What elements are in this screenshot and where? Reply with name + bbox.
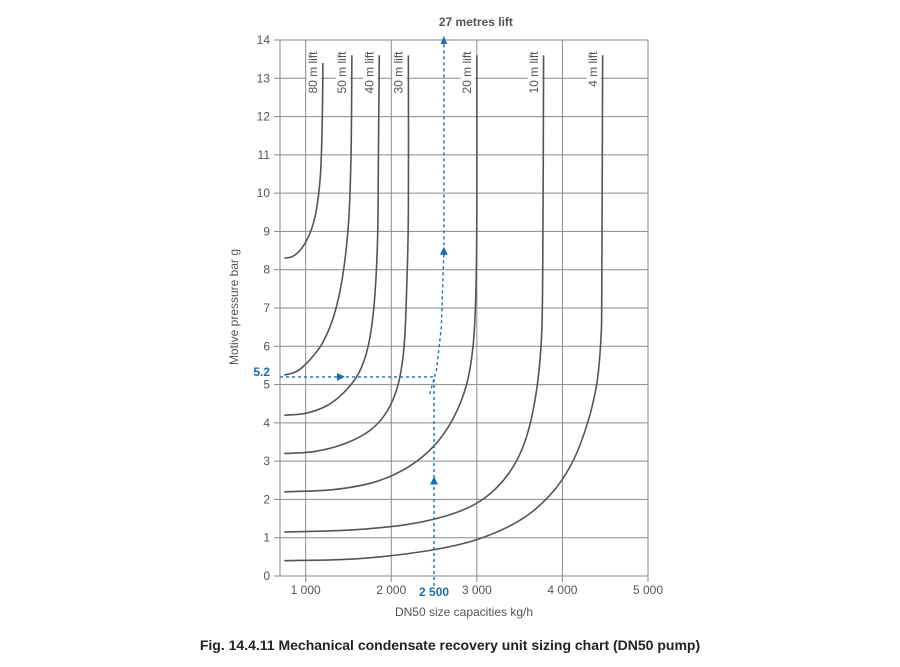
y-tick-label: 11 <box>258 148 271 162</box>
lift-interpolation-line <box>429 35 448 395</box>
arrow-up-marker <box>439 246 448 255</box>
y-tick-label: 8 <box>263 263 270 277</box>
arrow-right-marker <box>337 372 345 381</box>
y-tick-label: 10 <box>257 186 271 200</box>
curve-label-bg <box>586 49 601 102</box>
y-tick-label: 6 <box>263 339 270 353</box>
y-tick-label: 7 <box>263 301 270 315</box>
lift-curve-5 <box>284 55 478 493</box>
curve-label: 80 m lift <box>306 51 320 94</box>
curve-label-bg <box>363 49 378 102</box>
sizing-chart: 80 m lift 50 m lift 40 m lift 30 m lift 20 m… <box>227 15 664 619</box>
curve-label-bg <box>335 49 350 102</box>
y-tick-label: 2 <box>263 492 270 506</box>
y-axis-label: Motive pressure bar g <box>227 249 241 365</box>
lift-curve-4 <box>284 55 410 455</box>
lift-curves: 80 m lift 50 m lift 40 m lift 30 m lift 20 m… <box>284 49 604 562</box>
figure-caption: Fig. 14.4.11 Mechanical condensate recov… <box>199 637 701 653</box>
y-tick-label: 4 <box>263 416 270 430</box>
example-capacity-label: 2 500 <box>419 585 449 599</box>
y-tick-label: 3 <box>263 454 270 468</box>
x-tick-label: 1 000 <box>291 583 321 597</box>
lift-curve-2 <box>284 55 353 376</box>
lift-curve-7 <box>284 55 604 562</box>
x-axis-label: DN50 size capacities kg/h <box>395 605 533 619</box>
lift-curve-1 <box>284 62 324 260</box>
curve-label-bg <box>460 49 475 102</box>
curve-label-bg <box>306 49 321 102</box>
x-tick-label: 3 000 <box>462 583 492 597</box>
y-tick-label: 13 <box>257 71 271 85</box>
curve-label: 20 m lift <box>460 51 474 94</box>
x-tick-label: 4 000 <box>547 583 577 597</box>
y-tick-label: 12 <box>257 110 271 124</box>
x-tick-label: 2 000 <box>376 583 406 597</box>
example-pressure-label: 5.2 <box>253 365 270 379</box>
lift-curve-6 <box>284 55 545 533</box>
y-tick-label: 0 <box>263 569 270 583</box>
curve-label-bg <box>527 49 542 102</box>
curve-label-bg <box>392 49 407 102</box>
example-lift-label: 27 metres lift <box>439 15 513 29</box>
curve-label: 40 m lift <box>362 51 376 94</box>
y-tick-label: 14 <box>257 33 271 47</box>
y-tick-label: 1 <box>263 531 270 545</box>
x-tick-label: 5 000 <box>633 583 663 597</box>
lift-curve-3 <box>284 55 381 416</box>
curve-label: 10 m lift <box>527 51 541 94</box>
arrow-up-marker <box>430 476 439 485</box>
curve-label: 30 m lift <box>392 51 406 94</box>
example-construction: 5.2 2 500 27 metres lift <box>253 15 513 599</box>
curve-label: 4 m lift <box>586 51 600 87</box>
curve-label: 50 m lift <box>335 51 349 94</box>
y-tick-label: 9 <box>263 224 270 238</box>
y-tick-label: 5 <box>263 378 270 392</box>
grid-lines <box>274 39 649 582</box>
